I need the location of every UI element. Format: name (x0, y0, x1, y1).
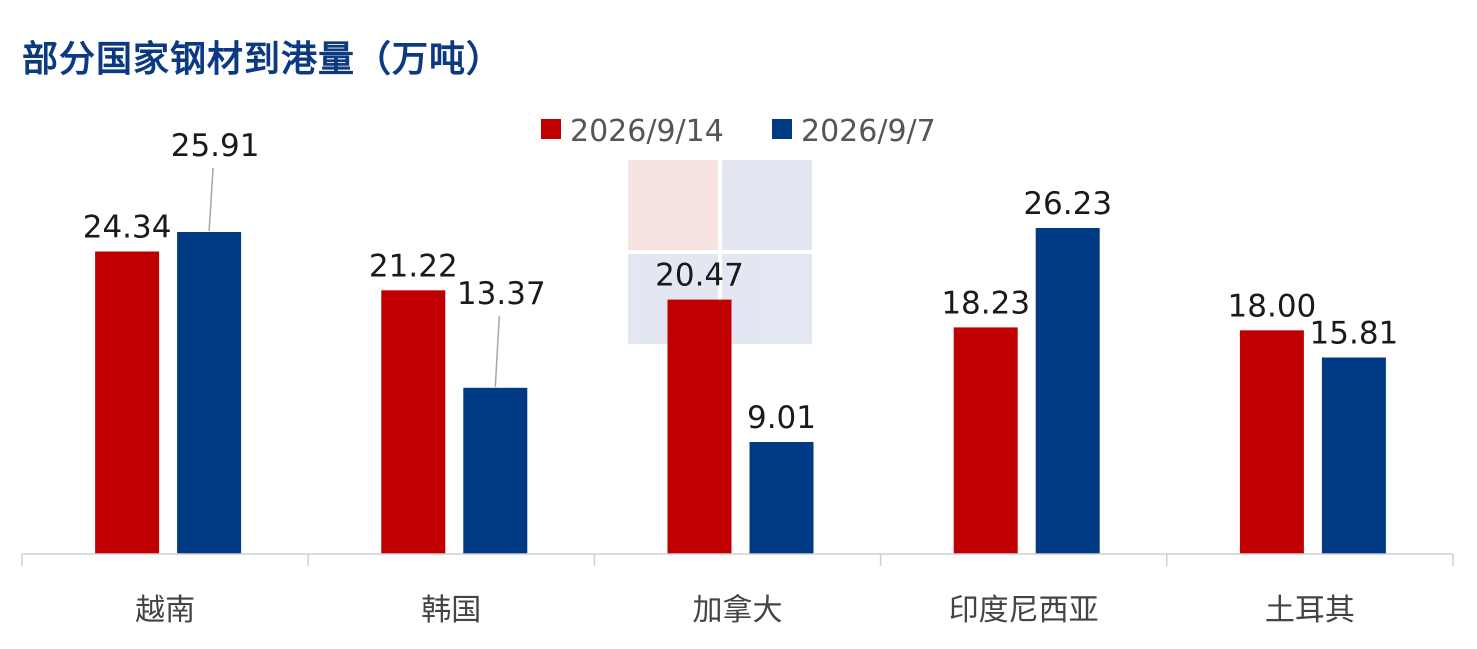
bar-group (95, 228, 1386, 554)
watermark-block-blue-3 (722, 254, 812, 344)
category-label-2: 加拿大 (693, 593, 783, 628)
category-label-3: 印度尼西亚 (949, 593, 1099, 628)
value-label-1-2: 9.01 (747, 400, 816, 436)
value-label-0-0: 24.34 (83, 210, 172, 246)
category-label-1: 韩国 (421, 593, 481, 628)
bar-1-2 (749, 442, 814, 554)
bar-1-0 (177, 232, 242, 554)
leader-lines (208, 167, 501, 387)
bar-0-3 (953, 327, 1018, 554)
value-label-1-1: 13.37 (457, 276, 546, 312)
value-label-1-4: 15.81 (1310, 316, 1399, 352)
watermark-block-blue (722, 160, 812, 250)
watermark-block-red (628, 160, 718, 250)
legend-swatch-0 (541, 119, 561, 139)
legend-label-0: 2026/9/14 (570, 114, 724, 149)
chart-legend: 2026/9/14 2026/9/7 (541, 114, 936, 149)
bar-1-4 (1321, 357, 1386, 554)
value-label-0-2: 20.47 (655, 258, 744, 294)
value-label-0-4: 18.00 (1228, 288, 1317, 324)
chart-title: 部分国家钢材到港量（万吨） (22, 39, 504, 80)
bar-0-1 (381, 290, 446, 554)
leader-line-1-1 (494, 315, 501, 387)
leader-line-1-0 (208, 167, 214, 232)
watermark (628, 160, 812, 344)
legend-swatch-1 (772, 119, 792, 139)
x-axis: 越南 韩国 加拿大 印度尼西亚 土耳其 (21, 553, 1454, 628)
bar-0-4 (1239, 330, 1304, 554)
bar-1-1 (463, 387, 528, 554)
legend-label-1: 2026/9/7 (801, 114, 936, 149)
bar-0-2 (667, 299, 732, 554)
bar-1-3 (1035, 228, 1100, 554)
value-label-1-0: 25.91 (171, 128, 260, 164)
value-label-0-3: 18.23 (941, 285, 1030, 321)
category-label-0: 越南 (135, 593, 195, 628)
category-label-4: 土耳其 (1265, 593, 1355, 628)
bar-0-0 (95, 251, 160, 554)
value-label-1-3: 26.23 (1023, 186, 1112, 222)
value-label-0-1: 21.22 (369, 248, 458, 284)
